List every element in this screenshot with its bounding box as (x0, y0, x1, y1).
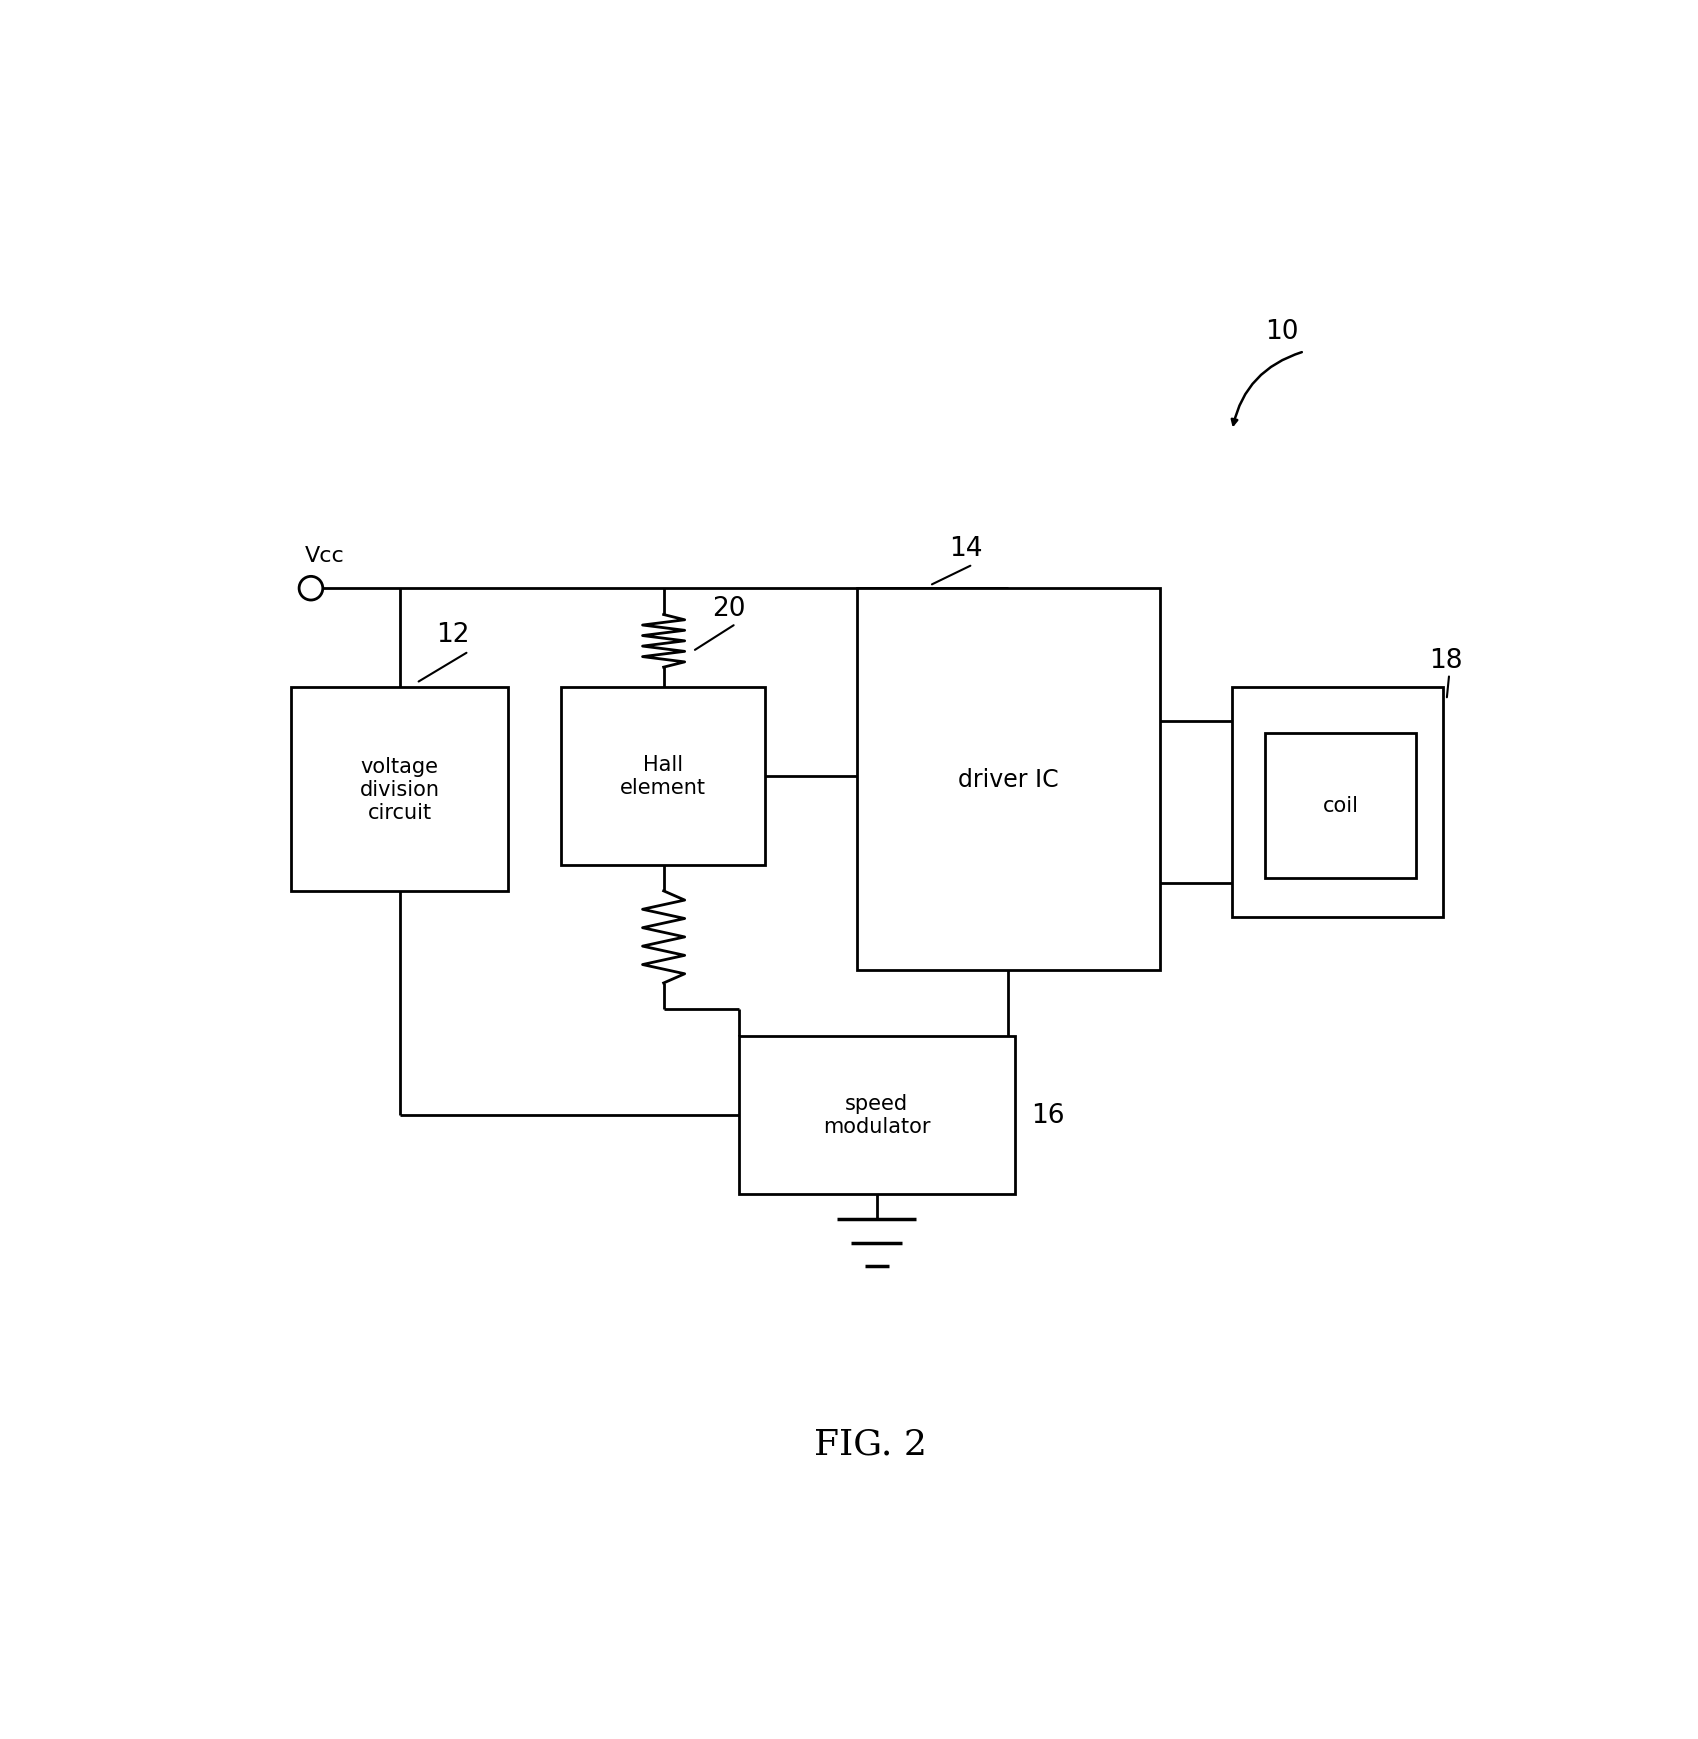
Text: 14: 14 (949, 536, 983, 562)
Bar (857, 590, 1160, 970)
Bar (1265, 734, 1416, 878)
Bar (292, 687, 508, 892)
Bar (1233, 687, 1443, 918)
Text: speed
modulator: speed modulator (824, 1094, 931, 1137)
Text: voltage
division
circuit: voltage division circuit (360, 756, 440, 823)
Text: driver IC: driver IC (958, 767, 1060, 791)
Text: 18: 18 (1430, 647, 1464, 673)
Text: 10: 10 (1265, 318, 1299, 344)
Bar (739, 1036, 1015, 1195)
Text: 20: 20 (713, 595, 745, 621)
Text: FIG. 2: FIG. 2 (813, 1426, 927, 1461)
Bar (560, 687, 764, 864)
Text: 12: 12 (436, 621, 469, 647)
Text: coil: coil (1323, 796, 1358, 816)
Text: 16: 16 (1031, 1103, 1065, 1129)
Text: Vcc: Vcc (304, 546, 345, 565)
Text: Hall
element: Hall element (620, 755, 706, 798)
